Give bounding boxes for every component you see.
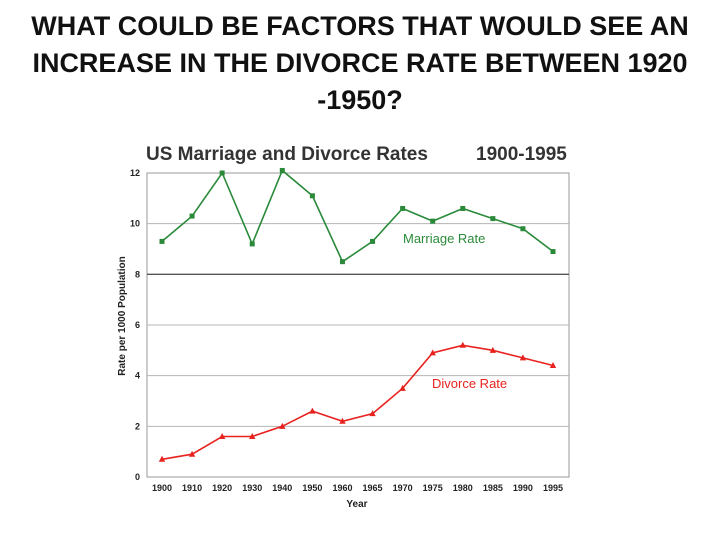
data-point [400, 205, 406, 211]
y-tick-label: 10 [130, 219, 140, 229]
x-tick-label: 1975 [423, 483, 443, 493]
chart-title: US Marriage and Divorce Rates [146, 144, 428, 165]
data-point [429, 349, 436, 356]
data-point [279, 167, 285, 173]
data-point [399, 384, 406, 391]
y-tick-label: 6 [135, 320, 140, 330]
data-point [459, 341, 466, 348]
data-point [188, 450, 196, 457]
x-tick-label: 1990 [513, 483, 533, 493]
slide-title: WHAT COULD BE FACTORS THAT WOULD SEE AN … [31, 11, 689, 115]
y-axis-label: Rate per 1000 Population [117, 256, 128, 375]
data-point [369, 410, 376, 417]
y-tick-label: 2 [135, 421, 140, 431]
x-tick-label: 1950 [302, 483, 322, 493]
data-point [158, 455, 166, 462]
data-point [490, 216, 496, 222]
data-point [218, 432, 226, 439]
data-point [309, 407, 316, 414]
data-point [430, 218, 436, 224]
x-tick-label: 1980 [453, 483, 473, 493]
plot-area: 0 2 4 6 8 10 12 1900 1910 1920 1930 1940 1950 1960 196… [130, 167, 570, 493]
data-point [370, 238, 376, 244]
x-tick-label: 1960 [332, 483, 352, 493]
x-tick-label: 1920 [212, 483, 232, 493]
data-point [279, 422, 286, 429]
data-point [520, 226, 526, 232]
data-point [489, 346, 497, 353]
data-point [189, 213, 195, 219]
x-axis-label: Year [346, 499, 367, 510]
data-point [339, 259, 345, 265]
data-point [159, 238, 165, 244]
data-point [249, 432, 256, 439]
y-tick-label: 4 [135, 371, 140, 381]
x-tick-label: 1910 [182, 483, 202, 493]
x-tick-label: 1940 [272, 483, 292, 493]
x-tick-label: 1985 [483, 483, 503, 493]
data-point [550, 249, 556, 255]
data-point [549, 362, 557, 369]
data-point [309, 193, 315, 199]
data-point [460, 205, 466, 211]
data-point [339, 417, 346, 424]
chart-subtitle: 1900-1995 [476, 144, 567, 165]
x-tick-label: 1900 [152, 483, 172, 493]
y-tick-label: 8 [135, 269, 140, 279]
x-tick-label: 1930 [242, 483, 262, 493]
x-tick-label: 1965 [363, 483, 383, 493]
x-tick-label: 1995 [543, 483, 563, 493]
data-point [519, 354, 527, 361]
data-point [219, 170, 225, 176]
x-tick-label: 1970 [393, 483, 413, 493]
y-tick-label: 0 [135, 472, 140, 482]
series-label: Marriage Rate [403, 231, 485, 246]
data-point [249, 241, 255, 247]
series-label: Divorce Rate [432, 376, 507, 391]
series-line-divorce-rate [161, 344, 554, 461]
y-tick-label: 12 [130, 168, 140, 178]
series-line-marriage-rate [161, 169, 554, 263]
